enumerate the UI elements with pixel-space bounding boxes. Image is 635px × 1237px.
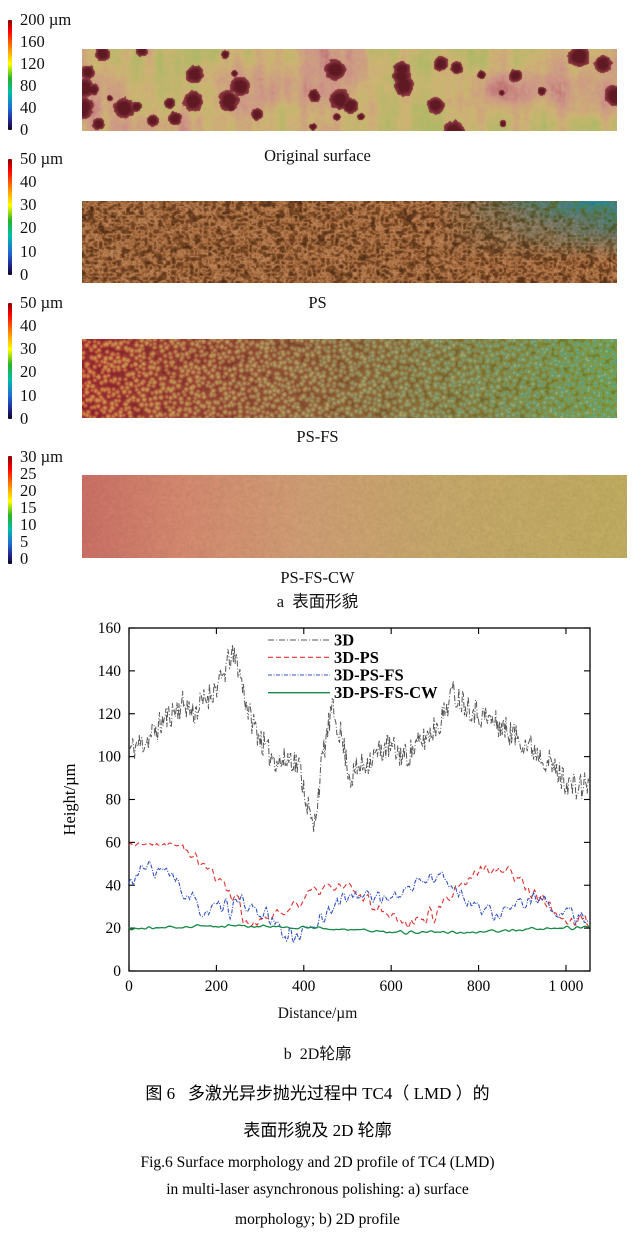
svg-text:160: 160 [98, 620, 122, 637]
svg-text:600: 600 [380, 978, 404, 995]
svg-text:0: 0 [113, 963, 121, 980]
svg-text:120: 120 [98, 706, 122, 723]
svg-text:3D-PS: 3D-PS [334, 648, 379, 667]
svg-text:80: 80 [106, 792, 122, 809]
svg-text:400: 400 [292, 978, 316, 995]
svg-text:40: 40 [106, 877, 122, 894]
svg-text:3D: 3D [334, 631, 354, 650]
svg-text:100: 100 [98, 749, 122, 766]
svg-text:3D-PS-FS: 3D-PS-FS [334, 666, 404, 685]
svg-text:1 000: 1 000 [549, 978, 584, 995]
svg-text:60: 60 [106, 834, 122, 851]
svg-text:0: 0 [125, 978, 133, 995]
svg-text:20: 20 [106, 920, 122, 937]
svg-text:800: 800 [467, 978, 491, 995]
svg-text:Height/µm: Height/µm [60, 763, 79, 835]
svg-text:200: 200 [205, 978, 229, 995]
svg-text:140: 140 [98, 663, 122, 680]
svg-text:3D-PS-FS-CW: 3D-PS-FS-CW [334, 683, 438, 702]
